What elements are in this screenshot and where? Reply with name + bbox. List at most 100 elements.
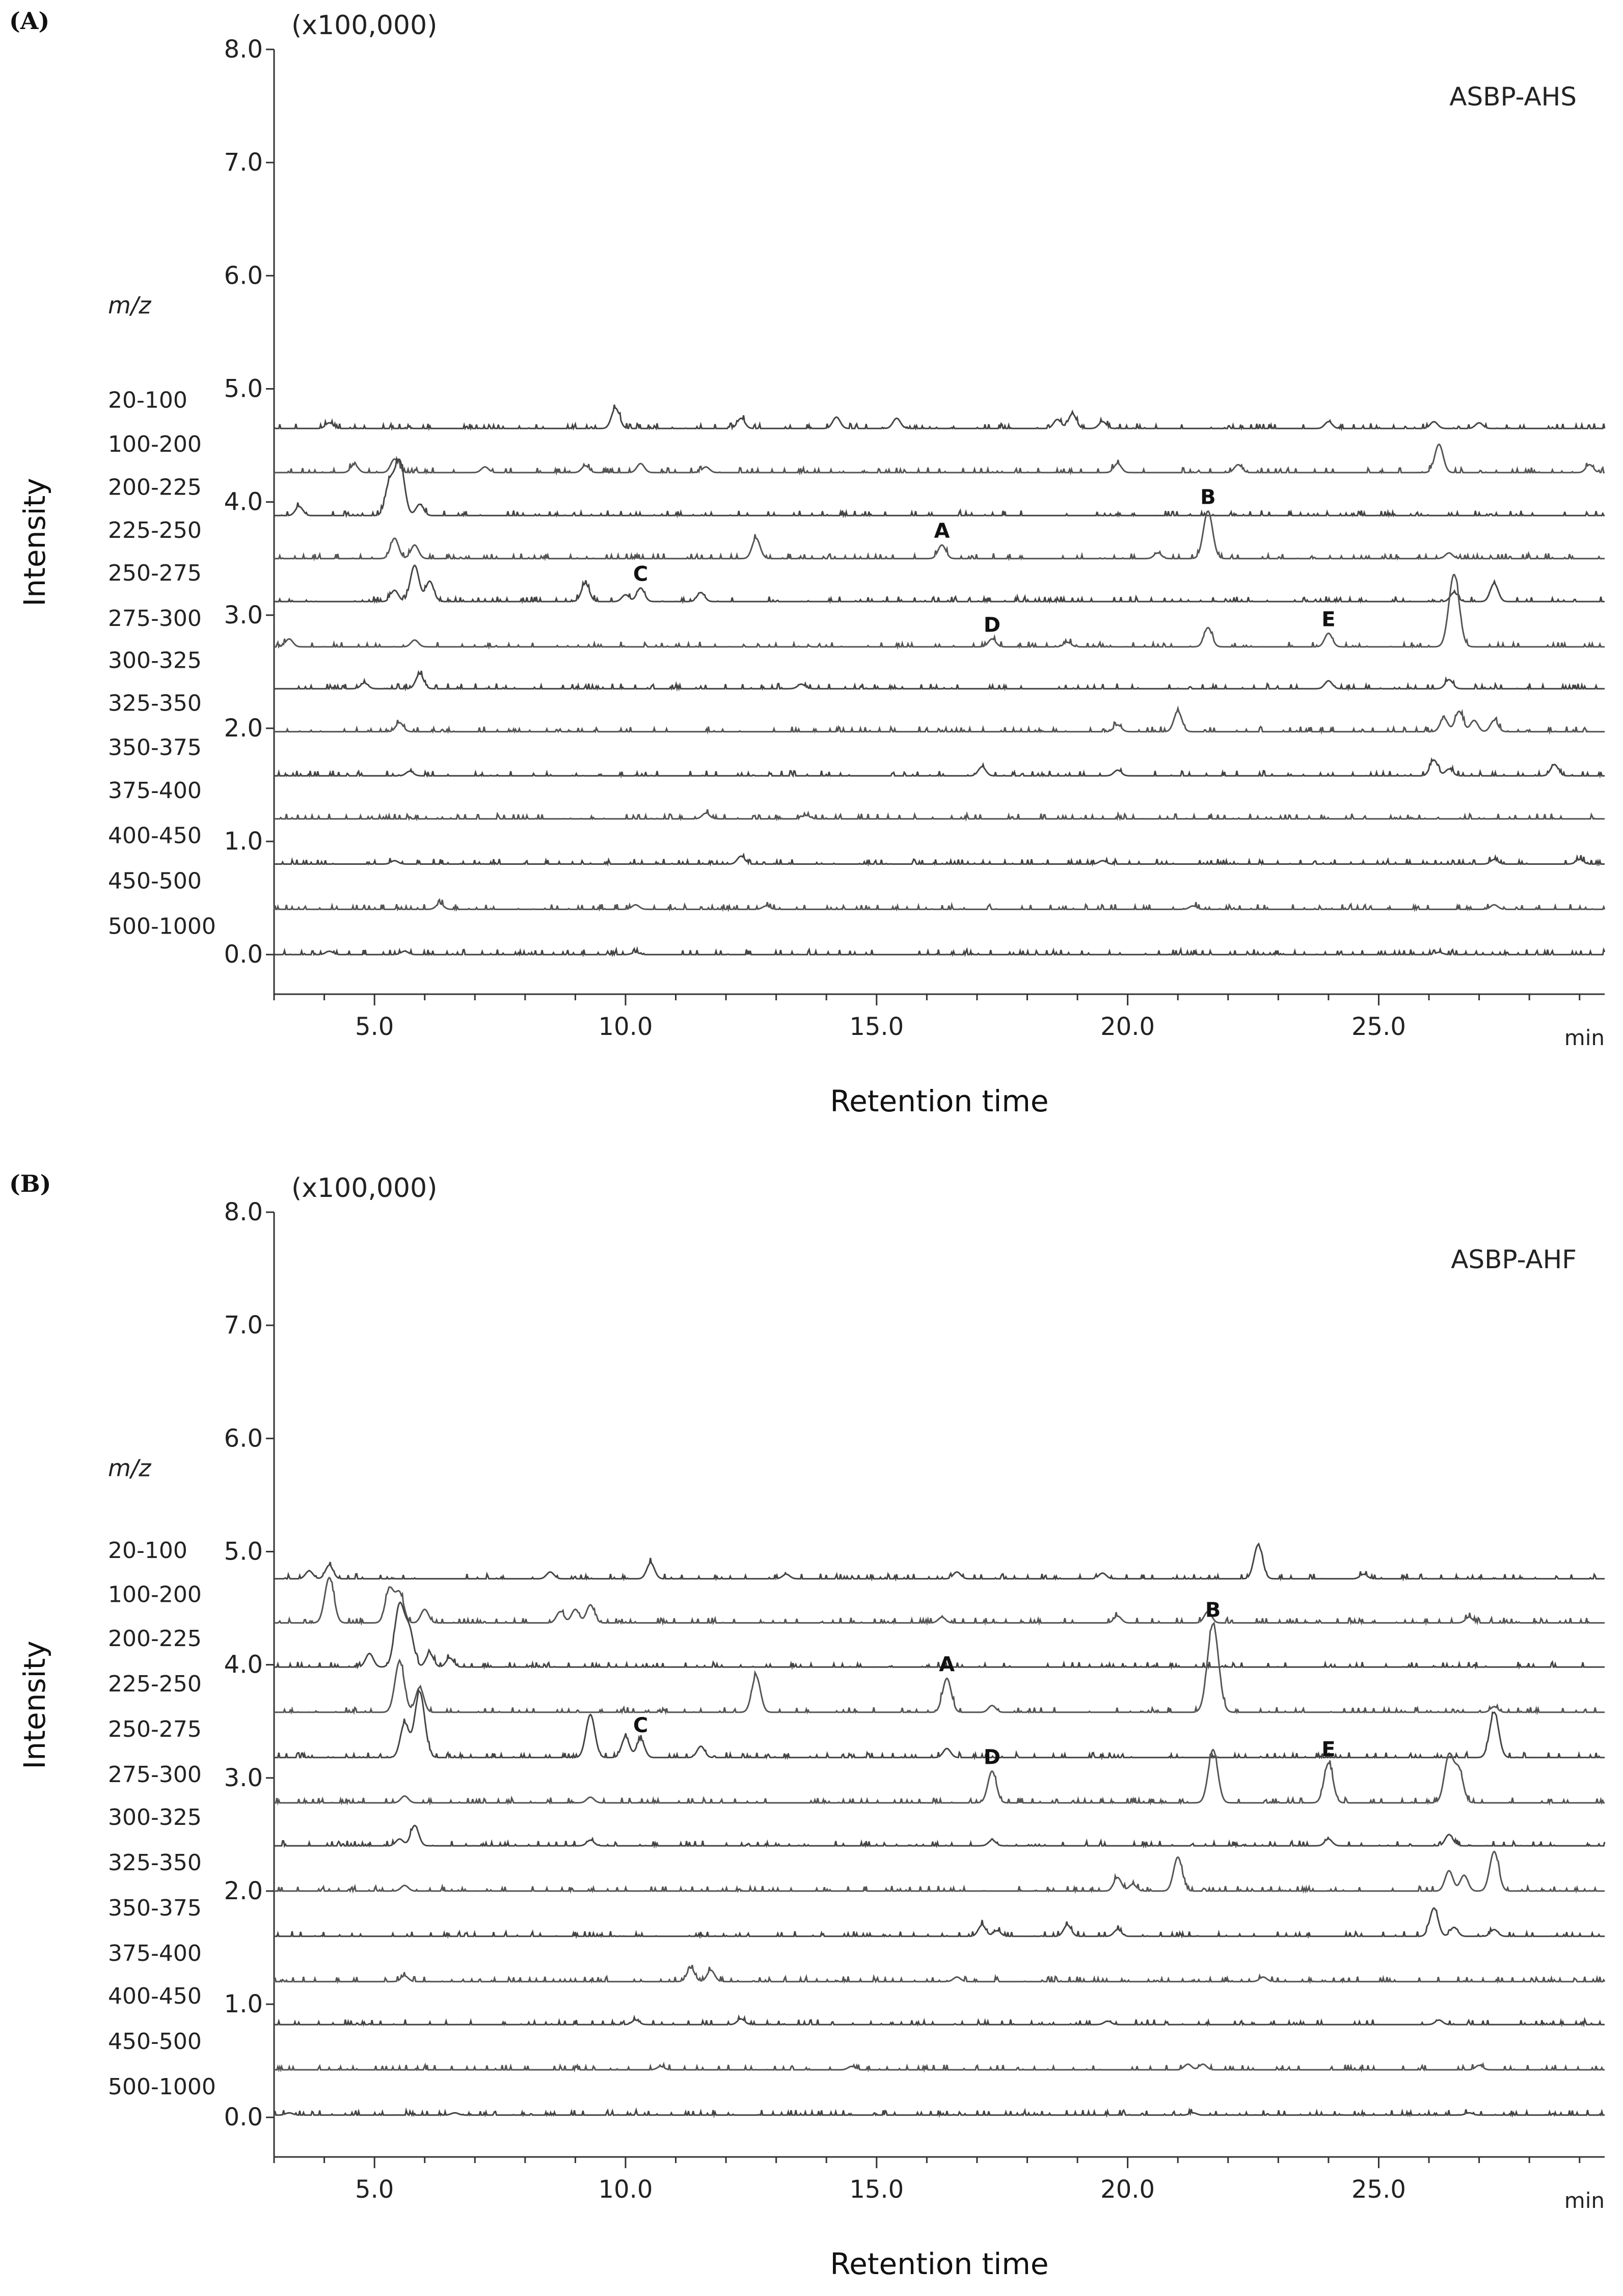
series-line-350-375 (274, 1907, 1605, 1939)
mz-header: m/z (108, 292, 151, 319)
series-label-200-225: 200-225 (108, 474, 202, 500)
series-label-275-300: 275-300 (108, 606, 202, 632)
series-label-450-500: 450-500 (108, 868, 202, 894)
x-unit-label: min (1564, 2188, 1605, 2213)
series-line-100-200 (274, 1576, 1605, 1626)
series-line-375-400 (274, 809, 1605, 822)
x-tick-label: 25.0 (1351, 2175, 1406, 2204)
x-tick-label: 20.0 (1100, 2175, 1155, 2204)
x-tick-label: 5.0 (355, 1013, 394, 1041)
peak-label-D: D (984, 1745, 1000, 1769)
y-tick-label: 1.0 (224, 1990, 263, 2018)
y-multiplier: (x100,000) (291, 1173, 437, 1204)
y-tick-label: 2.0 (224, 714, 263, 743)
peak-label-A: A (934, 520, 950, 543)
y-tick-label: 3.0 (224, 1764, 263, 1792)
y-tick-label: 7.0 (224, 148, 263, 177)
peak-label-E: E (1321, 1738, 1335, 1761)
x-tick-label: 10.0 (599, 1013, 653, 1041)
sample-label: ASBP-AHS (1449, 82, 1577, 112)
series-label-20-100: 20-100 (108, 387, 187, 413)
y-tick-label: 5.0 (224, 374, 263, 403)
series-line-350-375 (274, 757, 1605, 779)
series-label-325-350: 325-350 (108, 1850, 202, 1876)
series-line-225-250 (274, 1621, 1605, 1715)
y-tick-label: 8.0 (224, 1198, 263, 1226)
series-label-350-375: 350-375 (108, 1895, 202, 1921)
x-tick-label: 20.0 (1100, 1013, 1155, 1041)
series-line-400-450 (274, 2014, 1605, 2028)
mz-header: m/z (108, 1455, 151, 1482)
peak-label-B: B (1205, 1599, 1221, 1622)
y-tick-label: 3.0 (224, 601, 263, 630)
series-line-300-325 (274, 670, 1605, 692)
series-line-250-275 (274, 1688, 1605, 1761)
peak-label-C: C (633, 1714, 648, 1737)
series-label-400-450: 400-450 (108, 823, 202, 849)
panel-letter: (A) (9, 7, 49, 35)
x-tick-label: 15.0 (849, 1013, 904, 1041)
y-tick-label: 8.0 (224, 35, 263, 64)
series-line-500-1000 (274, 946, 1606, 958)
y-axis-title: Intensity (17, 1641, 52, 1769)
panel-letter: (B) (9, 1170, 51, 1197)
panel-a: (A) (x100,000) 0.0 1.0 2.0 3.0 4.0 5.0 6.0 7.0 8.0… (9, 7, 1606, 1118)
y-tick-label: 4.0 (224, 1651, 263, 1679)
series-label-400-450: 400-450 (108, 1983, 202, 2009)
y-tick-label: 7.0 (224, 1311, 263, 1340)
peak-label-E: E (1321, 608, 1335, 631)
x-tick-label: 5.0 (355, 2175, 394, 2204)
series-label-350-375: 350-375 (108, 734, 202, 760)
series-label-300-325: 300-325 (108, 1805, 202, 1830)
series-label-225-250: 225-250 (108, 1671, 202, 1697)
series-label-500-1000: 500-1000 (108, 2074, 216, 2100)
series-label-250-275: 250-275 (108, 560, 202, 586)
series-label-200-225: 200-225 (108, 1626, 202, 1652)
panel-b: (B) (x100,000) 0.0 1.0 2.0 3.0 4.0 5.0 6.0 7.0 8.0… (9, 1170, 1606, 2281)
series-line-325-350 (274, 1850, 1605, 1894)
series-line-400-450 (274, 852, 1605, 867)
peak-label-C: C (633, 562, 648, 586)
series-line-375-400 (273, 1964, 1606, 1984)
y-tick-label: 6.0 (224, 261, 263, 290)
series-line-275-300 (274, 1748, 1605, 1806)
y-tick-label: 6.0 (224, 1424, 263, 1453)
x-axis-title: Retention time (830, 1084, 1048, 1118)
series-line-250-275 (274, 564, 1605, 605)
sample-label: ASBP-AHF (1451, 1245, 1577, 1274)
x-tick-label: 25.0 (1351, 1013, 1406, 1041)
peak-label-D: D (984, 613, 1000, 637)
series-line-275-300 (274, 573, 1605, 650)
series-label-100-200: 100-200 (108, 431, 202, 457)
series-line-500-1000 (273, 2107, 1605, 2118)
x-tick-label: 15.0 (849, 2175, 904, 2204)
series-line-20-100 (274, 404, 1606, 431)
series-line-300-325 (274, 1824, 1606, 1849)
series-line-100-200 (274, 443, 1605, 476)
peak-label-A: A (939, 1653, 955, 1676)
x-tick-label: 10.0 (599, 2175, 653, 2204)
series-label-300-325: 300-325 (108, 647, 202, 673)
series-label-100-200: 100-200 (108, 1582, 202, 1608)
series-label-500-1000: 500-1000 (108, 913, 216, 939)
series-line-200-225 (274, 1601, 1605, 1671)
series-label-375-400: 375-400 (108, 778, 202, 804)
y-tick-label: 5.0 (224, 1537, 263, 1566)
series-label-325-350: 325-350 (108, 691, 202, 717)
series-label-375-400: 375-400 (108, 1940, 202, 1966)
y-multiplier: (x100,000) (291, 10, 437, 41)
series-label-450-500: 450-500 (108, 2029, 202, 2055)
series-label-275-300: 275-300 (108, 1762, 202, 1788)
y-tick-label: 4.0 (224, 488, 263, 516)
y-tick-label: 0.0 (224, 2103, 263, 2131)
series-line-450-500 (274, 2061, 1605, 2073)
series-line-225-250 (274, 510, 1605, 562)
y-tick-label: 2.0 (224, 1877, 263, 1905)
series-line-450-500 (273, 898, 1606, 912)
series-line-200-225 (274, 455, 1605, 518)
series-label-225-250: 225-250 (108, 517, 202, 543)
y-tick-label: 1.0 (224, 827, 263, 856)
series-line-325-350 (274, 705, 1605, 735)
series-label-20-100: 20-100 (108, 1538, 187, 1564)
